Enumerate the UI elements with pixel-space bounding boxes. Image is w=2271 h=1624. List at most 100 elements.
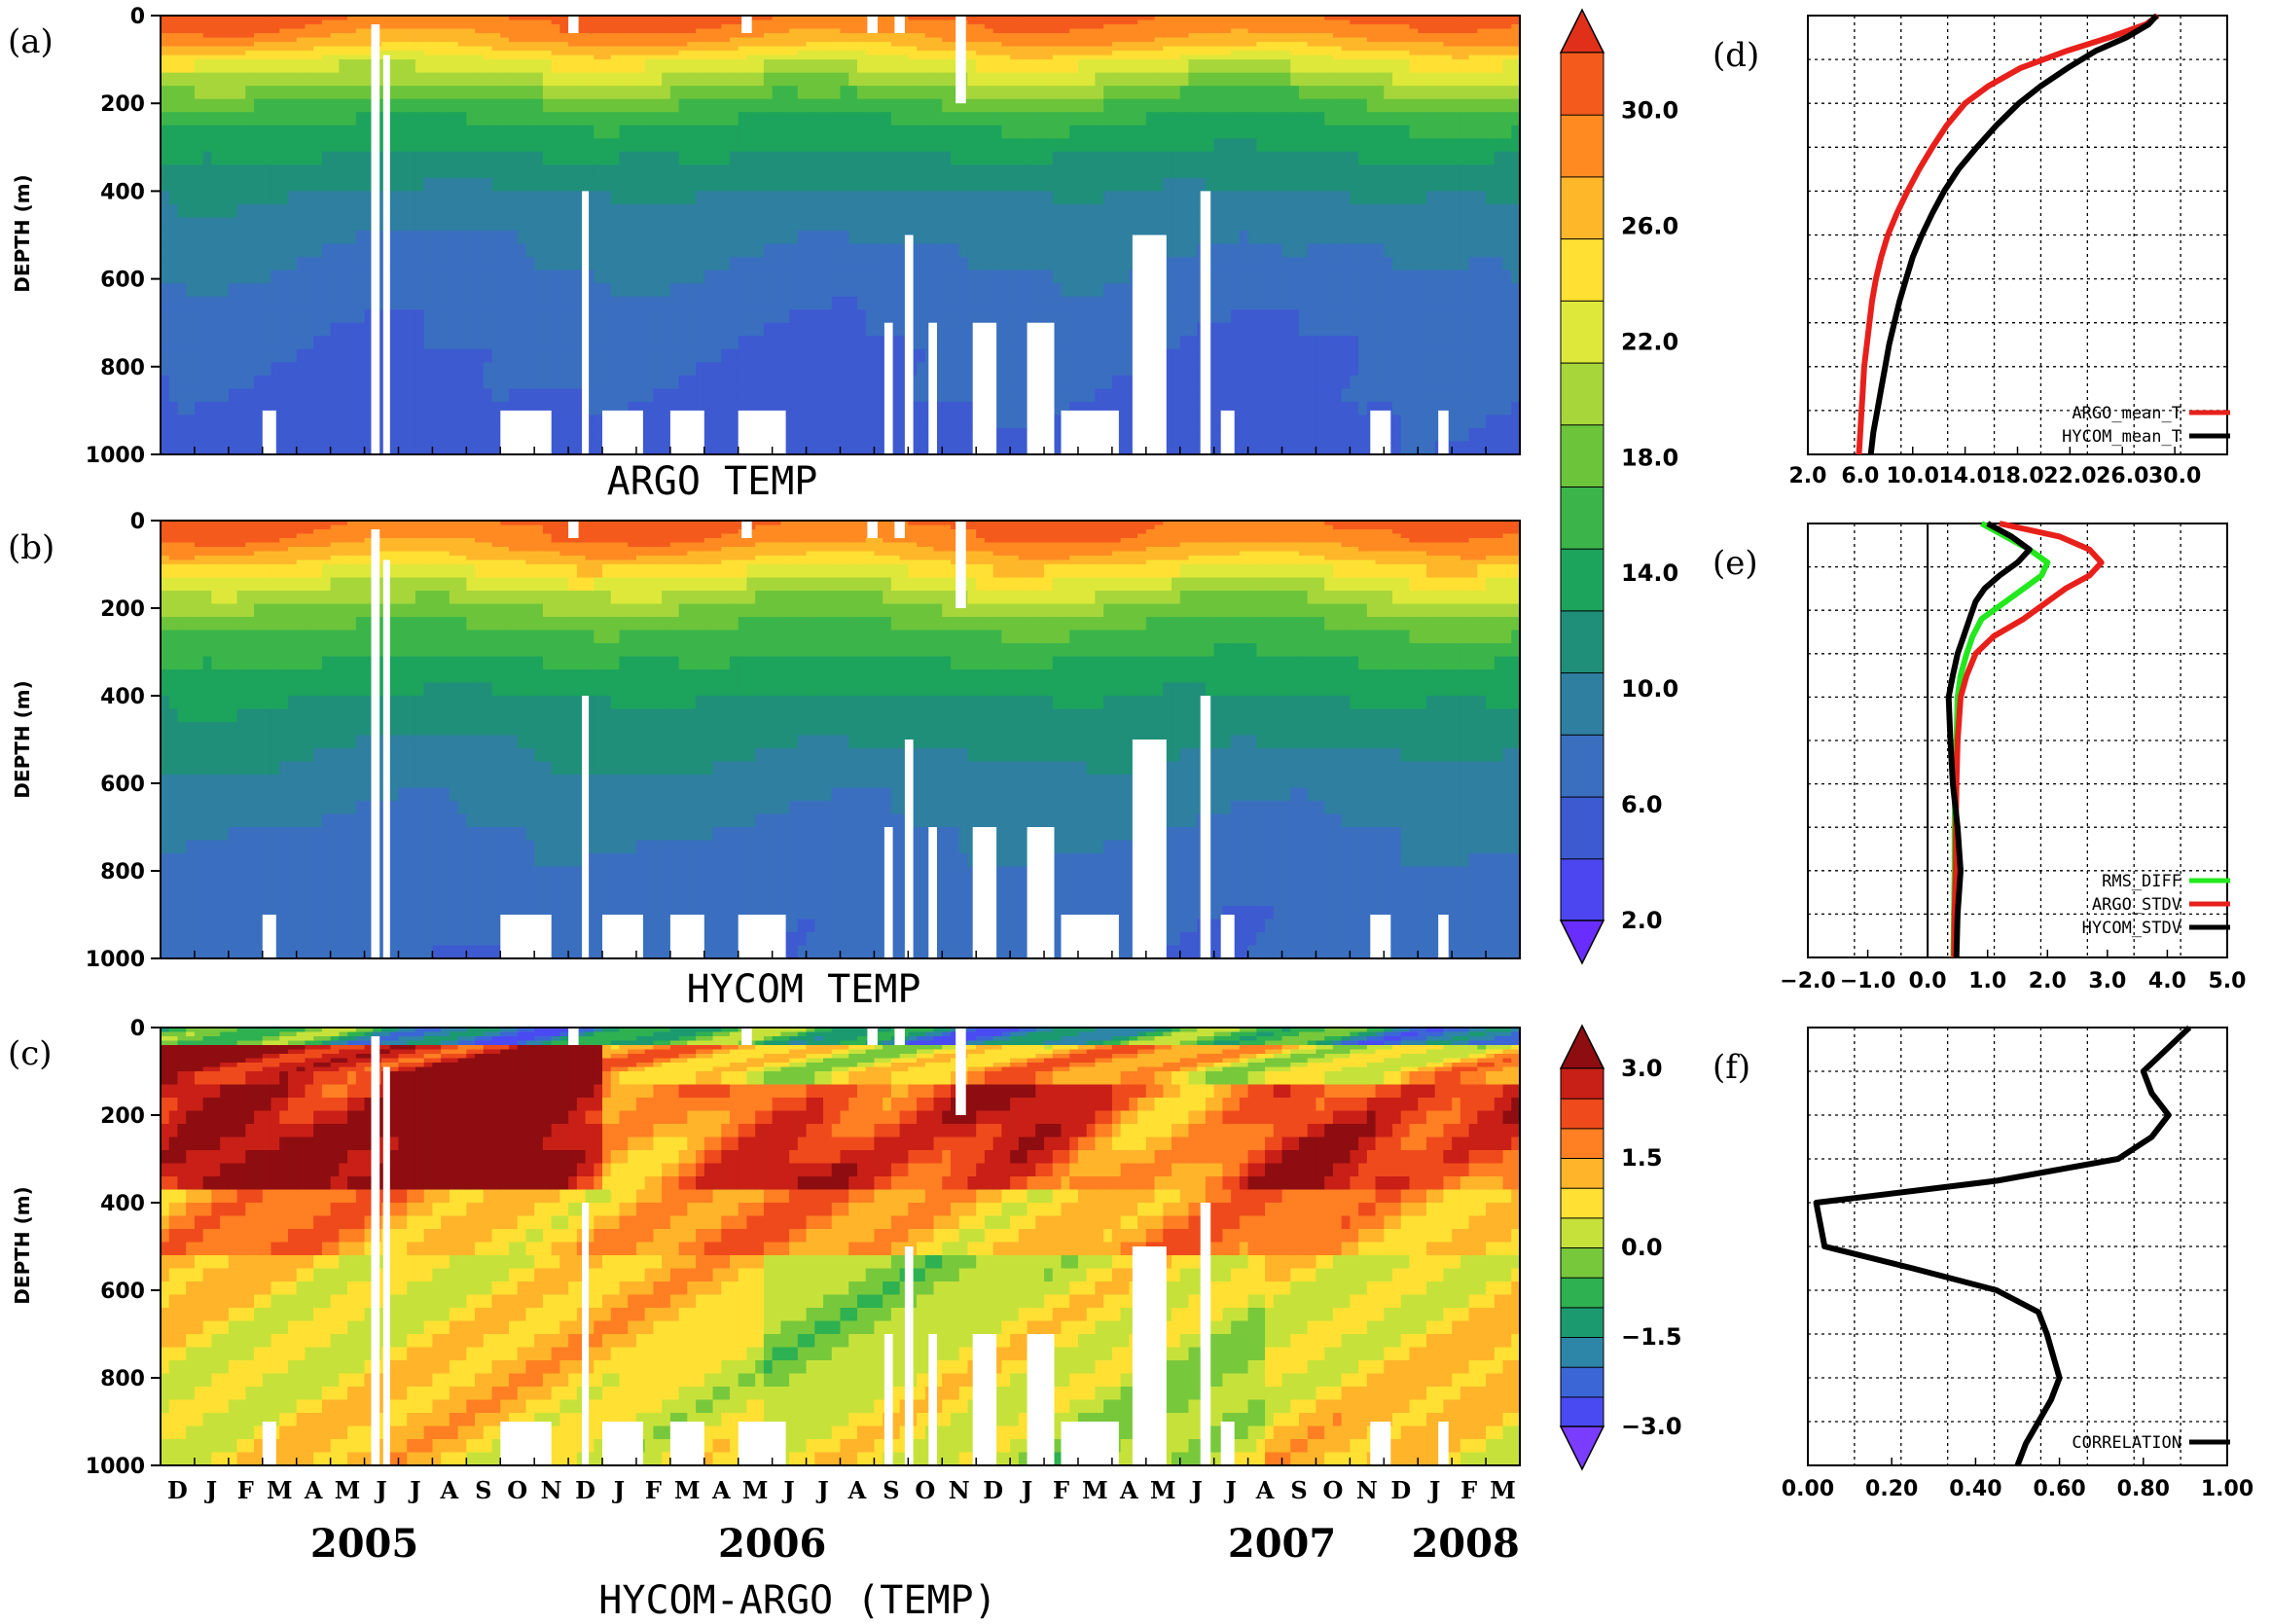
heat-cell — [1001, 33, 1011, 39]
heat-cell — [712, 86, 722, 100]
heat-cell — [508, 257, 519, 271]
heat-cell — [559, 33, 569, 39]
heat-cell — [1145, 112, 1156, 126]
heat-cell — [1061, 322, 1070, 337]
heat-cell — [1103, 51, 1113, 56]
heat-cell — [347, 16, 357, 21]
heat-cell — [534, 54, 544, 60]
heat-cell — [738, 191, 748, 205]
heat-cell — [823, 16, 833, 21]
heat-cell — [976, 309, 986, 324]
heat-cell — [635, 309, 646, 324]
heat-cell — [746, 151, 756, 165]
heat-cell — [712, 37, 722, 43]
heat-cell — [1129, 54, 1138, 60]
heat-cell — [228, 112, 238, 126]
heat-cell — [1061, 243, 1070, 258]
heat-cell — [534, 72, 544, 87]
heat-cell — [721, 51, 731, 56]
heat-cell — [194, 28, 204, 34]
heat-cell — [848, 19, 858, 25]
heat-cell — [466, 16, 476, 21]
heat-cell — [1095, 54, 1104, 60]
heat-cell — [321, 42, 332, 48]
heat-cell — [1129, 24, 1138, 30]
heat-cell — [576, 177, 587, 192]
heat-cell — [883, 46, 892, 52]
heat-cell — [168, 59, 179, 74]
heat-cell — [245, 46, 255, 52]
heat-cell — [194, 375, 204, 389]
heat-cell — [1061, 296, 1070, 310]
heat-cell — [305, 59, 314, 74]
heat-cell — [1018, 270, 1028, 284]
heat-cell — [321, 151, 332, 165]
heat-cell — [330, 217, 340, 232]
heat-cell — [1172, 59, 1181, 74]
heat-cell — [780, 24, 790, 30]
heat-cell — [1086, 72, 1097, 87]
heat-cell — [389, 336, 400, 350]
heat-cell — [254, 322, 264, 337]
heat-cell — [883, 270, 892, 284]
heat-cell — [874, 33, 883, 39]
heat-cell — [703, 72, 714, 87]
heat-cell — [917, 51, 926, 56]
heat-cell — [653, 257, 663, 271]
heat-cell — [1069, 138, 1079, 153]
heat-cell — [432, 243, 442, 258]
heat-cell — [330, 28, 340, 34]
heat-cell — [848, 59, 858, 74]
heat-cell — [1111, 362, 1122, 377]
heat-cell — [585, 28, 595, 34]
heat-cell — [457, 203, 467, 219]
heat-cell — [831, 138, 842, 153]
heat-cell — [355, 309, 366, 324]
heat-cell — [780, 54, 790, 60]
heat-cell — [1069, 112, 1079, 126]
heat-cell — [568, 46, 578, 52]
heat-cell — [449, 46, 459, 52]
heat-cell — [1172, 296, 1181, 310]
heat-cell — [415, 37, 425, 43]
heat-cell — [407, 112, 416, 126]
heat-cell — [262, 151, 272, 165]
heat-cell — [1069, 151, 1079, 165]
heat-cell — [245, 322, 255, 337]
heat-cell — [1172, 72, 1181, 87]
heat-cell — [534, 19, 544, 25]
heat-cell — [780, 51, 790, 56]
heat-cell — [475, 19, 485, 25]
heat-cell — [1120, 19, 1130, 25]
heat-cell — [924, 138, 935, 153]
heat-cell — [721, 309, 731, 324]
heat-cell — [457, 230, 467, 245]
heat-cell — [568, 125, 578, 139]
heat-cell — [568, 164, 578, 179]
heat-cell — [500, 230, 510, 245]
heat-cell — [653, 362, 663, 377]
heat-cell — [449, 309, 459, 324]
heat-cell — [1018, 59, 1028, 74]
heat-cell — [908, 46, 918, 52]
heat-cell — [1061, 112, 1070, 126]
heat-cell — [610, 401, 621, 416]
heat-cell — [806, 177, 815, 192]
heat-cell — [865, 415, 876, 429]
heat-cell — [500, 203, 510, 219]
heat-cell — [696, 348, 705, 363]
heat-cell — [933, 283, 943, 298]
heat-cell — [823, 86, 833, 100]
heat-cell — [721, 54, 731, 60]
heat-cell — [202, 86, 212, 100]
heat-cell — [610, 270, 621, 284]
heat-cell — [1120, 59, 1130, 74]
heat-cell — [330, 24, 340, 30]
heat-cell — [703, 441, 714, 454]
heat-cell — [1172, 283, 1181, 298]
heat-cell — [789, 243, 799, 258]
heat-cell — [1120, 54, 1130, 60]
heat-cell — [814, 217, 824, 232]
heat-cell — [186, 112, 196, 126]
heat-cell — [508, 296, 519, 310]
